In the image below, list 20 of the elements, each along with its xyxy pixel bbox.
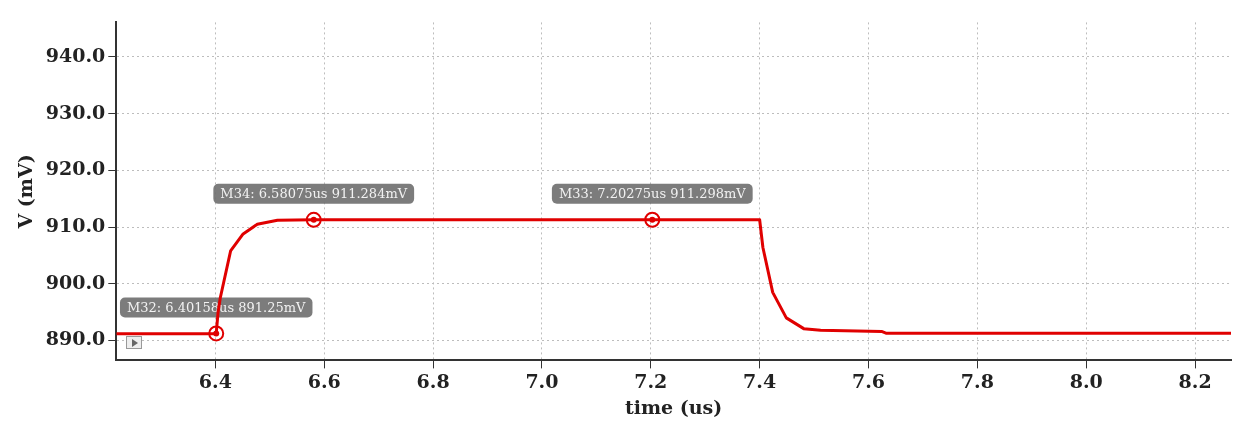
y-tick-label: 930.0 <box>45 100 106 123</box>
x-tick-label: 7.0 <box>525 369 559 392</box>
y-tick-label: 900.0 <box>45 270 106 293</box>
x-tick-label: 7.4 <box>743 369 777 392</box>
annotation: M34: 6.58075us 911.284mV <box>220 186 408 202</box>
annotation: M33: 7.20275us 911.298mV <box>558 186 747 202</box>
x-tick-label: 6.8 <box>416 369 450 392</box>
x-tick-label: 8.2 <box>1178 369 1212 392</box>
x-axis-title: time (us) <box>625 395 723 418</box>
y-axis-title: V (mV) <box>14 154 37 230</box>
y-tick-label: 890.0 <box>45 327 106 350</box>
x-tick-label: 7.2 <box>634 369 668 392</box>
x-tick-label: 8.0 <box>1069 369 1103 392</box>
y-tick-label: 920.0 <box>45 157 106 180</box>
x-tick-label: 7.8 <box>960 369 994 392</box>
y-tick-label: 940.0 <box>45 43 106 66</box>
x-tick-label: 7.6 <box>851 369 886 392</box>
x-tick-label: 6.6 <box>307 369 341 392</box>
x-tick-label: 6.4 <box>198 369 232 392</box>
y-tick-label: 910.0 <box>45 214 106 237</box>
